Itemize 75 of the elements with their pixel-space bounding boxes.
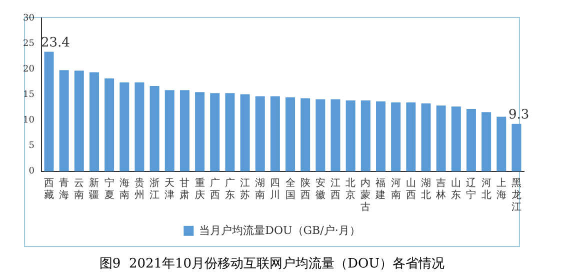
x-tick-label: 陕西 <box>300 176 310 201</box>
y-tick-label: 25 <box>23 38 35 49</box>
bar <box>376 101 386 172</box>
bar <box>255 96 265 172</box>
bar <box>330 99 340 172</box>
x-tick-label: 北京 <box>346 176 356 201</box>
bar <box>210 93 220 172</box>
bar <box>150 86 160 172</box>
x-tick-label: 黑龙江 <box>511 178 522 213</box>
x-tick-label: 云南 <box>74 178 84 201</box>
x-tick-label: 吉林 <box>435 176 446 201</box>
data-label: 9.3 <box>508 108 530 123</box>
bar <box>134 82 144 172</box>
x-tick-label: 福建 <box>374 176 386 201</box>
y-tick-label: 0 <box>28 166 35 177</box>
x-tick-label: 安徽 <box>315 176 326 201</box>
x-tick-label: 新疆 <box>89 176 100 201</box>
y-tick-label: 20 <box>23 64 35 74</box>
bar <box>316 99 326 172</box>
x-tick-label: 浙江 <box>150 176 160 201</box>
bar <box>104 78 114 172</box>
bar <box>120 82 130 172</box>
x-tick-label: 山东 <box>451 176 462 201</box>
bar <box>346 100 356 172</box>
bar <box>89 72 99 172</box>
x-tick-label: 河北 <box>481 176 492 201</box>
bar <box>466 109 476 172</box>
y-tick-label: 5 <box>28 141 35 152</box>
x-tick-label: 山西 <box>406 176 416 201</box>
x-tick-label: 青海 <box>59 176 70 201</box>
bar <box>225 93 235 172</box>
bar <box>512 124 522 172</box>
bar <box>195 92 205 172</box>
x-tick-label: 贵州 <box>134 176 144 201</box>
y-tick-label: 10 <box>23 116 35 126</box>
bar <box>421 103 431 172</box>
bar <box>270 96 280 172</box>
bar <box>300 98 310 172</box>
x-tick-label: 江苏 <box>240 176 250 201</box>
bar <box>74 70 84 172</box>
bar <box>406 102 416 172</box>
text: 图9 2021年10月份移动互联网户均流量（DOU）各省情况 <box>99 256 445 272</box>
x-tick-label: 四川 <box>270 178 280 201</box>
x-tick-label: 海南 <box>119 176 130 201</box>
x-tick-label: 内蒙古 <box>360 176 371 213</box>
legend-label: 当月户均流量DOU（GB/户·月） <box>199 224 360 237</box>
bar <box>240 94 250 172</box>
bar <box>180 90 190 172</box>
bar <box>360 100 370 172</box>
y-tick-label: 30 <box>23 13 35 24</box>
x-tick-label: 上海 <box>496 176 506 201</box>
x-tick-label: 西藏 <box>44 178 54 201</box>
x-tick-label: 天津 <box>164 178 175 201</box>
bar <box>59 70 69 172</box>
x-tick-label: 宁夏 <box>104 176 114 201</box>
data-label: 23.4 <box>40 36 70 51</box>
x-tick-label: 广西 <box>210 176 220 201</box>
x-tick-label: 全国 <box>285 176 296 201</box>
x-tick-label: 河南 <box>390 176 401 201</box>
bar <box>496 116 506 172</box>
x-tick-label: 江西 <box>330 176 341 201</box>
bar <box>286 97 296 172</box>
bar <box>391 102 401 172</box>
x-tick-label: 辽宁 <box>466 176 476 201</box>
x-tick-label: 湖南 <box>255 176 266 201</box>
x-tick-label: 甘肃 <box>180 176 190 201</box>
x-tick-label: 湖北 <box>420 176 431 201</box>
bar <box>44 52 54 172</box>
bar <box>436 105 446 172</box>
bar <box>482 112 492 172</box>
y-tick-label: 15 <box>23 90 35 100</box>
bar <box>451 106 461 172</box>
bar <box>164 90 174 172</box>
x-tick-label: 广东 <box>224 176 235 201</box>
x-tick-label: 重庆 <box>194 176 205 201</box>
